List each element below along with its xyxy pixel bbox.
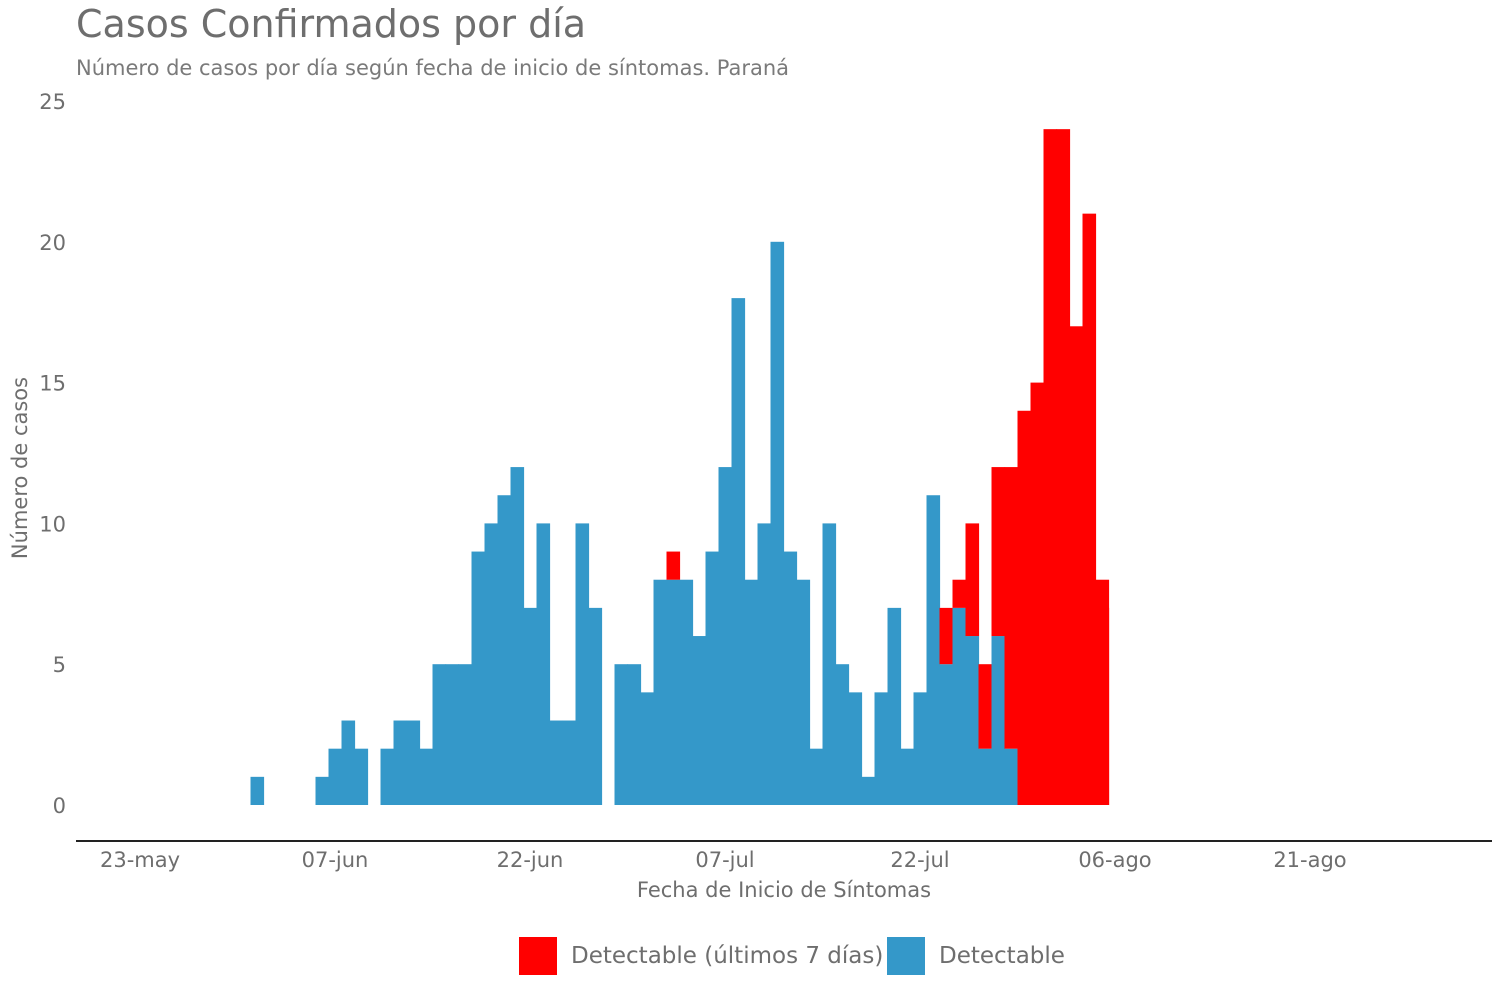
y-ticks-group: 0 5 10 15 20 25: [39, 90, 66, 818]
bar-detectable-2020-07-10: [757, 523, 772, 805]
x-tick-label: 06-ago: [1078, 848, 1151, 872]
bar-recent-2020-08-03: [1069, 326, 1084, 805]
legend-item-recent: Detectable (últimos 7 días): [519, 936, 883, 976]
bar-detectable-2020-06-27: [588, 607, 603, 805]
bar-detectable-2020-06-26: [575, 523, 590, 805]
bar-detectable-2020-06-29: [614, 664, 629, 805]
bar-recent-2020-07-24: [939, 607, 954, 665]
y-axis-label: Número de casos: [8, 377, 32, 559]
bar-detectable-2020-06-01: [250, 776, 265, 805]
x-tick-label: 07-jun: [302, 848, 369, 872]
bar-detectable-2020-07-05: [692, 636, 707, 805]
bar-recent-2020-07-29: [1004, 467, 1019, 749]
bar-detectable-2020-07-01: [640, 692, 655, 805]
bar-detectable-2020-06-16: [445, 664, 460, 805]
bar-detectable-2020-07-14: [809, 748, 824, 805]
bar-detectable-2020-07-03: [666, 579, 681, 805]
bar-recent-2020-07-25: [952, 579, 967, 608]
chart-subtitle: Número de casos por día según fecha de i…: [76, 56, 790, 80]
legend: Detectable (últimos 7 días) Detectable: [0, 936, 1500, 980]
y-tick-label: 20: [39, 231, 66, 255]
bar-detectable-2020-06-22: [523, 607, 538, 805]
x-tick-label: 23-may: [100, 848, 180, 872]
x-tick-label: 22-jun: [497, 848, 564, 872]
bar-detectable-2020-07-09: [744, 579, 759, 805]
bar-detectable-2020-07-23: [926, 495, 941, 805]
bar-detectable-2020-07-15: [822, 523, 837, 805]
legend-swatch-recent: [519, 937, 557, 975]
bar-detectable-2020-07-26: [965, 636, 980, 805]
bar-detectable-2020-07-18: [861, 776, 876, 805]
bar-detectable-2020-07-24: [939, 664, 954, 805]
bar-detectable-2020-06-11: [380, 748, 395, 805]
y-tick-label: 15: [39, 372, 66, 396]
bar-detectable-2020-06-20: [497, 495, 512, 805]
bar-recent-2020-07-26: [965, 523, 980, 637]
bar-recent-extra-2020-08-05: [1095, 607, 1110, 805]
bar-detectable-2020-07-27: [978, 748, 993, 805]
bar-detectable-2020-07-06: [705, 551, 720, 805]
bar-detectable-2020-06-17: [458, 664, 473, 805]
bar-recent-2020-07-28: [991, 467, 1006, 637]
y-tick-label: 5: [53, 653, 66, 677]
bar-detectable-2020-07-20: [887, 607, 902, 805]
x-tick-label: 22-jul: [890, 848, 949, 872]
bars-group: [250, 129, 1110, 806]
bar-detectable-2020-07-25: [952, 607, 967, 805]
bar-detectable-2020-06-14: [419, 748, 434, 805]
bar-detectable-2020-07-13: [796, 579, 811, 805]
bar-recent-2020-07-03: [666, 551, 681, 580]
bar-detectable-2020-07-28: [991, 636, 1006, 805]
bar-detectable-2020-06-15: [432, 664, 447, 805]
bar-detectable-2020-06-19: [484, 523, 499, 805]
legend-label-detectable: Detectable: [939, 943, 1065, 969]
bar-detectable-2020-07-29: [1004, 748, 1019, 805]
y-tick-label: 25: [39, 90, 66, 114]
x-axis-label: Fecha de Inicio de Síntomas: [637, 878, 931, 902]
bar-recent-2020-08-04: [1082, 213, 1097, 805]
y-tick-label: 10: [39, 512, 66, 536]
chart-title: Casos Confirmados por día: [76, 2, 587, 46]
bar-detectable-2020-06-08: [341, 720, 356, 805]
x-tick-label: 07-jul: [695, 848, 754, 872]
y-tick-label: 0: [53, 794, 66, 818]
legend-swatch-detectable: [887, 937, 925, 975]
bar-recent-2020-07-30: [1017, 410, 1032, 805]
bar-detectable-2020-06-23: [536, 523, 551, 805]
bar-detectable-2020-07-12: [783, 551, 798, 805]
bar-detectable-2020-07-07: [718, 467, 733, 805]
bar-detectable-2020-07-22: [913, 692, 928, 805]
legend-item-detectable: Detectable: [887, 936, 1065, 976]
bar-detectable-2020-07-08: [731, 298, 746, 805]
bar-detectable-2020-07-21: [900, 748, 915, 805]
bar-detectable-2020-07-02: [653, 579, 668, 805]
bar-detectable-2020-06-18: [471, 551, 486, 805]
bar-detectable-2020-06-30: [627, 664, 642, 805]
bar-detectable-2020-06-07: [328, 748, 343, 805]
x-tick-label: 21-ago: [1273, 848, 1346, 872]
x-ticks-group: 23-may 07-jun 22-jun 07-jul 22-jul 06-ago 21-a…: [100, 848, 1347, 872]
bar-detectable-2020-06-12: [393, 720, 408, 805]
bar-detectable-2020-06-25: [562, 720, 577, 805]
bar-detectable-2020-06-06: [315, 776, 330, 805]
bar-detectable-2020-06-24: [549, 720, 564, 805]
bar-recent-2020-07-31: [1030, 382, 1045, 805]
bar-recent-2020-08-01: [1043, 129, 1058, 805]
bar-recent-2020-07-27: [978, 664, 993, 749]
bar-detectable-2020-06-21: [510, 467, 525, 805]
bar-detectable-2020-06-13: [406, 720, 421, 805]
bar-detectable-2020-07-04: [679, 579, 694, 805]
bar-detectable-2020-07-16: [835, 664, 850, 805]
bar-detectable-2020-07-11: [770, 241, 785, 806]
bar-detectable-2020-07-19: [874, 692, 889, 805]
legend-label-recent: Detectable (últimos 7 días): [571, 943, 884, 969]
bar-detectable-2020-06-09: [354, 748, 369, 805]
bar-detectable-2020-07-17: [848, 692, 863, 805]
bar-recent-2020-08-02: [1056, 129, 1071, 805]
